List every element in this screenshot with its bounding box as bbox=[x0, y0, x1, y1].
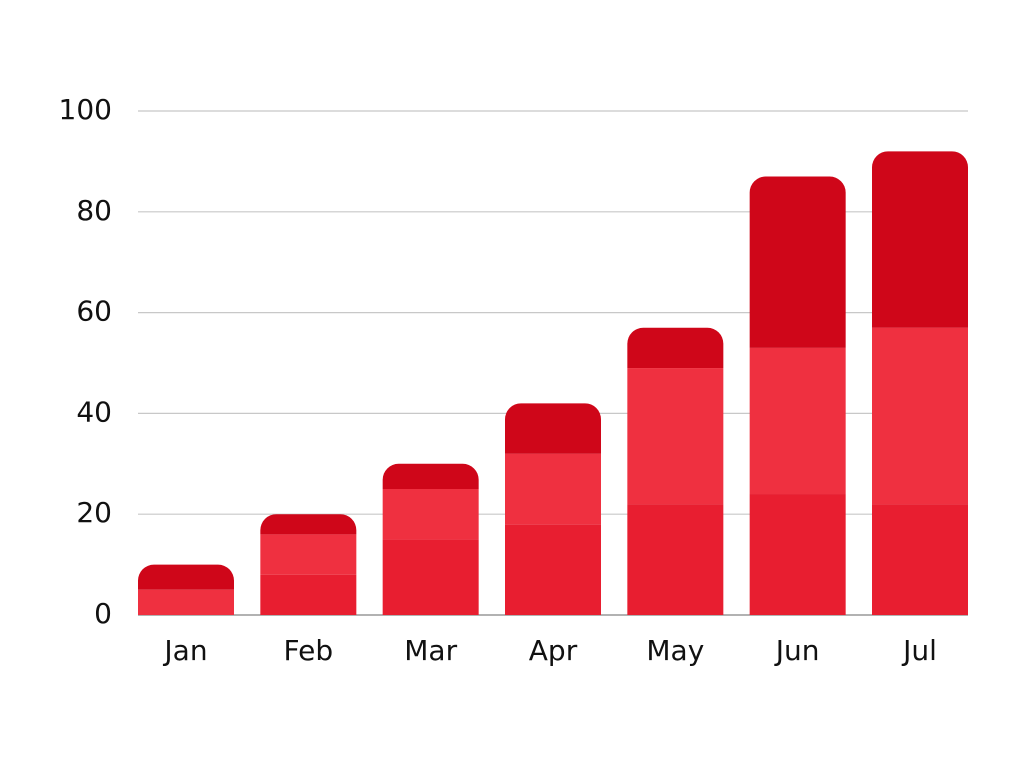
bar-segment bbox=[138, 589, 234, 615]
bar-segment bbox=[872, 327, 968, 505]
y-tick-label: 100 bbox=[59, 93, 112, 126]
bar-segment bbox=[382, 463, 479, 489]
x-tick-label: Jan bbox=[162, 634, 207, 667]
y-tick-label: 60 bbox=[76, 295, 112, 328]
bar-segment bbox=[505, 524, 601, 615]
y-tick-label: 40 bbox=[76, 395, 112, 428]
x-tick-label: Jun bbox=[774, 634, 820, 667]
bar-segment bbox=[872, 151, 968, 328]
bar-segment bbox=[382, 539, 479, 615]
bar-segment bbox=[260, 574, 357, 615]
x-tick-label: Mar bbox=[404, 634, 457, 667]
bar-segment bbox=[382, 489, 479, 540]
y-tick-label: 80 bbox=[76, 194, 112, 227]
y-tick-label: 20 bbox=[76, 496, 112, 529]
bar-segment bbox=[627, 327, 724, 369]
bar-segment bbox=[260, 534, 357, 575]
x-tick-label: Apr bbox=[529, 634, 578, 667]
x-tick-label: Jul bbox=[901, 634, 937, 667]
bar-segment bbox=[505, 403, 601, 454]
x-tick-label: May bbox=[646, 634, 704, 667]
bar-segment bbox=[749, 347, 846, 495]
bar-segment bbox=[749, 494, 846, 615]
bar-segment bbox=[627, 368, 724, 505]
bar-segment bbox=[627, 504, 724, 615]
bar-segment bbox=[505, 453, 601, 525]
x-tick-label: Feb bbox=[284, 634, 334, 667]
bar-segment bbox=[749, 176, 846, 348]
bar-segment bbox=[138, 564, 234, 590]
bar-segment bbox=[872, 504, 968, 615]
y-tick-label: 0 bbox=[94, 597, 112, 630]
bar-segment bbox=[260, 514, 357, 535]
